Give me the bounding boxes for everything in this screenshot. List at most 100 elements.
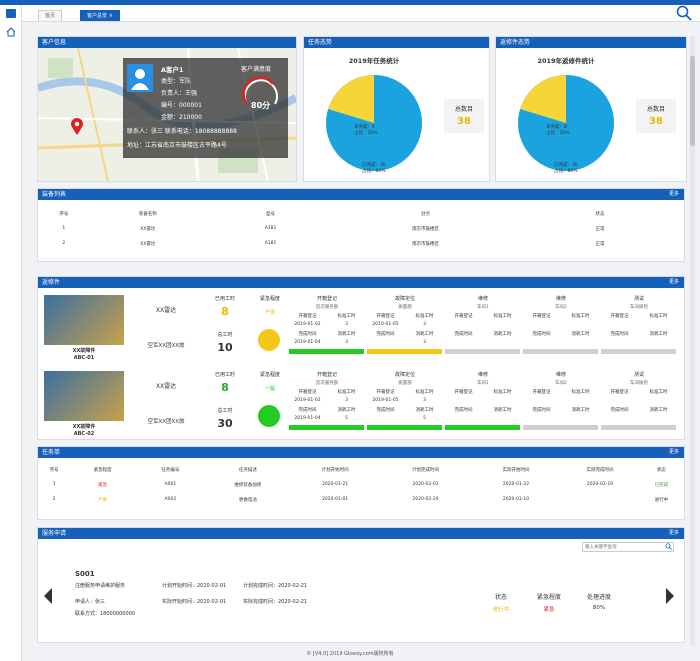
part-code: ABC-01 (73, 355, 95, 361)
part-image (44, 295, 124, 345)
panel-title: 返修件 (42, 279, 61, 286)
table-cell: 2020-01-21 (322, 482, 349, 487)
customer-address: 地址：江苏省南京市鼓楼区古平路4号 (127, 142, 227, 149)
scrollbar[interactable] (690, 36, 695, 646)
total-label: 总数目 (454, 106, 473, 113)
stage-subtitle: 首次服务部 (315, 305, 339, 310)
stage-title: 维修 (477, 296, 488, 302)
stage-value: 2010-01-05 (372, 322, 399, 327)
task-list-panel: 任务单 更多 序号 紧急程度 任务编号 任务描述 计划开始时间 计划完成时间 实际开始时间 实际… (37, 446, 685, 520)
scrollbar-thumb[interactable] (690, 56, 695, 146)
service-actual-end: 实际完成时间：2020-02-21 (243, 599, 308, 605)
table-cell: 紧急 (98, 482, 108, 488)
service-card[interactable]: S001 注册服务申请维护服务 计划开始时间：2020-02-01 计划完成时间… (60, 558, 656, 630)
table-cell: 2020-01-01 (322, 497, 349, 502)
column-header: 实际完成时间 (586, 467, 614, 473)
urgency-indicator (258, 405, 280, 427)
stage-label: 完成时间 (454, 408, 473, 413)
more-link[interactable]: 更多 (668, 191, 679, 197)
part-radar: XX雷达 (155, 383, 177, 390)
stage-value: 3 (423, 398, 426, 403)
fault-finished: 已完成：30 占比：80% (554, 163, 578, 174)
total-value: 38 (457, 116, 471, 127)
stage-value: 3 (423, 340, 426, 345)
chart-title: 2019年返修件统计 (537, 57, 595, 65)
used-hours-value: 8 (221, 381, 229, 394)
stage-subtitle: 质量部 (398, 305, 412, 310)
column-header: 计划完成时间 (412, 467, 440, 473)
customer-contact: 联系人：张三 联系电话：18088888888 (127, 128, 237, 135)
chart-title: 2019年任务统计 (348, 57, 400, 65)
stage-label: 完成时间 (610, 332, 629, 337)
repair-item[interactable]: XX故障件 ABC-01 XX雷达 空军XX团XX旅 已用工时 8 总工时 10… (40, 293, 684, 365)
table-cell: 正常 (595, 241, 605, 247)
panel-header: 返修件态势 (496, 37, 686, 48)
service-panel: 服务申请 更多 S001 注册服务申请维护服务 计划开始时间：2020-02-01… (37, 527, 685, 643)
table-cell: 南京市鼓楼区 (412, 226, 440, 232)
table-row[interactable]: 2 XX雷达 A181 南京市鼓楼区 正常 (38, 236, 684, 251)
close-icon[interactable]: × (108, 13, 113, 19)
urgency-text: 一般 (264, 386, 275, 392)
stage-value: 3 (423, 322, 426, 327)
more-link[interactable]: 更多 (668, 530, 679, 536)
home-icon[interactable] (6, 27, 16, 37)
repair-item[interactable]: XX故障件 ABC-02 XX雷达 空军XX团XX旅 已用工时 8 总工时 30… (40, 369, 684, 441)
table-cell: 进行中 (654, 497, 669, 503)
status-label: 状态 (494, 594, 507, 601)
more-link[interactable]: 更多 (668, 449, 679, 455)
stage-progress-bar (289, 349, 364, 354)
stage-subtitle: 车间2 (555, 305, 567, 310)
total-hours-label: 总工时 (217, 408, 233, 414)
service-search-input[interactable] (583, 543, 663, 551)
customer-panel: 客户信息 A客户1 类型：军队 负责人：王强 编号：000001 金额：2100… (37, 36, 297, 182)
stage-progress-bar (367, 425, 442, 430)
stage-progress-bar (523, 425, 598, 430)
stage-label: 开箱登记 (454, 390, 473, 395)
stage-progress-bar (601, 349, 676, 354)
column-header: 型号 (266, 211, 276, 217)
stage-title: 维修 (555, 372, 566, 378)
stage-label: 消耗工时 (493, 408, 512, 413)
fault-stats-panel: 返修件态势 2019年返修件统计 未完成：8 占比：20% 已完成：30 占比：80… (495, 36, 687, 182)
table-cell: XX雷达 (140, 241, 156, 247)
table-row[interactable]: 2 严重 A002 更换电池 2020-01-01 2020-02-29 2020-01-1… (38, 492, 684, 507)
customer-phone: 编号：000001 (161, 102, 202, 109)
satisfaction-gauge (242, 76, 278, 105)
stage-progress-bar (523, 349, 598, 354)
total-hours-value: 30 (217, 417, 233, 430)
location-pin-icon[interactable] (70, 118, 84, 138)
stage-label: 标准工时 (571, 390, 590, 395)
stage-value: 5 (423, 416, 426, 421)
search-icon[interactable] (676, 5, 692, 23)
menu-icon[interactable] (6, 9, 16, 18)
panel-header: 任务单 更多 (38, 447, 684, 458)
next-arrow-icon[interactable] (666, 588, 674, 604)
table-cell: 维修装备加修 (234, 482, 262, 488)
tab-home[interactable]: 首页 (38, 10, 63, 21)
table-cell: 更换电池 (238, 497, 257, 503)
stage-label: 消耗工时 (415, 332, 434, 337)
column-header: 驻点 (421, 211, 431, 217)
search-icon[interactable] (665, 543, 672, 552)
table-cell: 2020-01-22 (502, 482, 530, 487)
task-total-card: 总数目 38 (444, 99, 484, 133)
prev-arrow-icon[interactable] (44, 588, 52, 604)
more-link[interactable]: 更多 (668, 279, 679, 285)
table-row[interactable]: 1 紧急 A001 维修装备加修 2020-01-21 2020-02-01 2020-01… (38, 477, 684, 492)
stage-label: 完成时间 (532, 408, 551, 413)
table-row[interactable]: 1 XX雷达 A181 南京市鼓楼区 正常 (38, 221, 684, 236)
stage-progress-bar (445, 349, 520, 354)
stage-subtitle: 车间1 (477, 381, 489, 386)
service-status-box: 状态 进行中 (480, 592, 522, 613)
tab-customer-overview[interactable]: 客户总览 × (80, 10, 120, 21)
panel-title: 客户信息 (42, 39, 67, 46)
task-unfinished: 未完成：6 占比：20% (354, 125, 378, 136)
stage-label: 完成时间 (610, 408, 629, 413)
stage-label: 标准工时 (649, 390, 668, 395)
fault-total-card: 总数目 38 (636, 99, 676, 133)
task-table: 序号 紧急程度 任务编号 任务描述 计划开始时间 计划完成时间 实际开始时间 实际完成时间 状态… (38, 462, 684, 507)
panel-title: 服务申请 (42, 530, 67, 537)
stage-label: 开箱登记 (610, 314, 629, 319)
map[interactable]: A客户1 类型：军队 负责人：王强 编号：000001 金额：210000 联系… (38, 48, 296, 181)
stage-subtitle: 质量部 (398, 381, 412, 386)
